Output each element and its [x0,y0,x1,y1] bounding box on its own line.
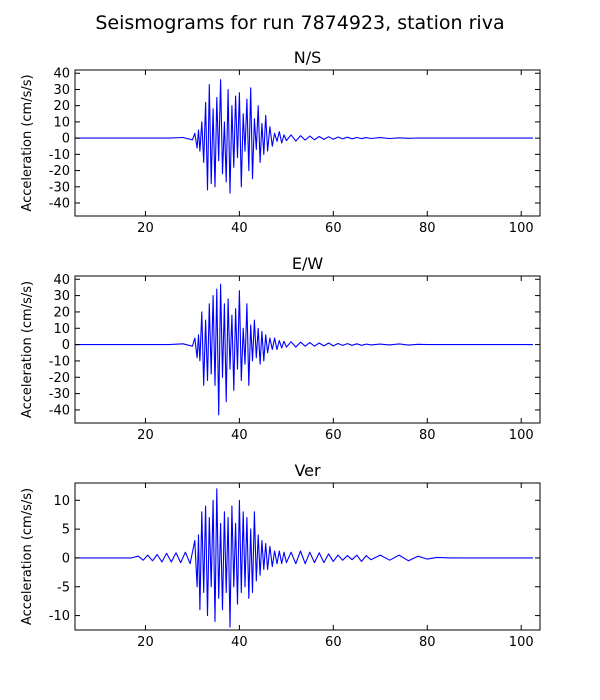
plot-frame-ver [74,482,541,631]
trace-line-ver [75,488,533,628]
x-tick-label: 40 [231,221,248,236]
y-tick-label: -20 [49,371,70,386]
y-tick-label: 0 [62,551,70,566]
y-tick-label: 5 [62,523,70,538]
y-tick-label: -30 [49,180,70,195]
y-axis-label-ver: Acceleration (cm/s/s) [20,488,35,625]
x-tick-label: 100 [509,635,534,650]
x-tick-label: 40 [231,635,248,650]
y-tick-label: 40 [53,273,70,288]
y-tick-label: 0 [62,338,70,353]
y-tick-label: -20 [49,164,70,179]
y-tick-label: 10 [53,115,70,130]
y-tick-label: -40 [49,197,70,212]
panel-ew: E/W Acceleration (cm/s/s) 20 40 60 80 100 -40-3… [20,254,541,443]
y-tick-label: 20 [53,99,70,114]
plot-frame-ew [74,275,541,424]
y-tick-label: 30 [53,289,70,304]
panel-title-ew: E/W [292,254,324,273]
x-tick-label: 20 [137,635,154,650]
x-tick-label: 60 [325,221,342,236]
trace-line-ns [75,79,533,194]
y-tick-label: 10 [53,494,70,509]
panel-title-ver: Ver [294,461,321,480]
y-axis-label-ew: Acceleration (cm/s/s) [20,281,35,418]
x-tick-label: 40 [231,428,248,443]
y-tick-label: 40 [53,67,70,82]
panel-title-ns: N/S [294,48,322,67]
y-tick-label: 30 [53,83,70,98]
x-tick-label: 100 [509,428,534,443]
y-tick-label: 10 [53,322,70,337]
x-tick-label: 80 [419,635,436,650]
y-tick-label: -30 [49,387,70,402]
plot-frame-ns [74,69,541,217]
x-tick-label: 100 [509,221,534,236]
x-tick-label: 80 [419,221,436,236]
y-tick-label: 0 [62,132,70,147]
x-tick-label: 60 [325,428,342,443]
y-tick-label: -10 [49,148,70,163]
y-tick-label: -40 [49,403,70,418]
y-tick-label: -5 [57,580,70,595]
x-tick-label: 80 [419,428,436,443]
x-tick-label: 60 [325,635,342,650]
y-tick-label: 20 [53,305,70,320]
trace-line-ew [75,283,533,416]
y-tick-label: -10 [49,609,70,624]
y-axis-label-ns: Acceleration (cm/s/s) [20,74,35,211]
figure-suptitle: Seismograms for run 7874923, station riv… [95,12,504,34]
y-tick-label: -10 [49,354,70,369]
x-tick-label: 20 [137,428,154,443]
x-tick-label: 20 [137,221,154,236]
